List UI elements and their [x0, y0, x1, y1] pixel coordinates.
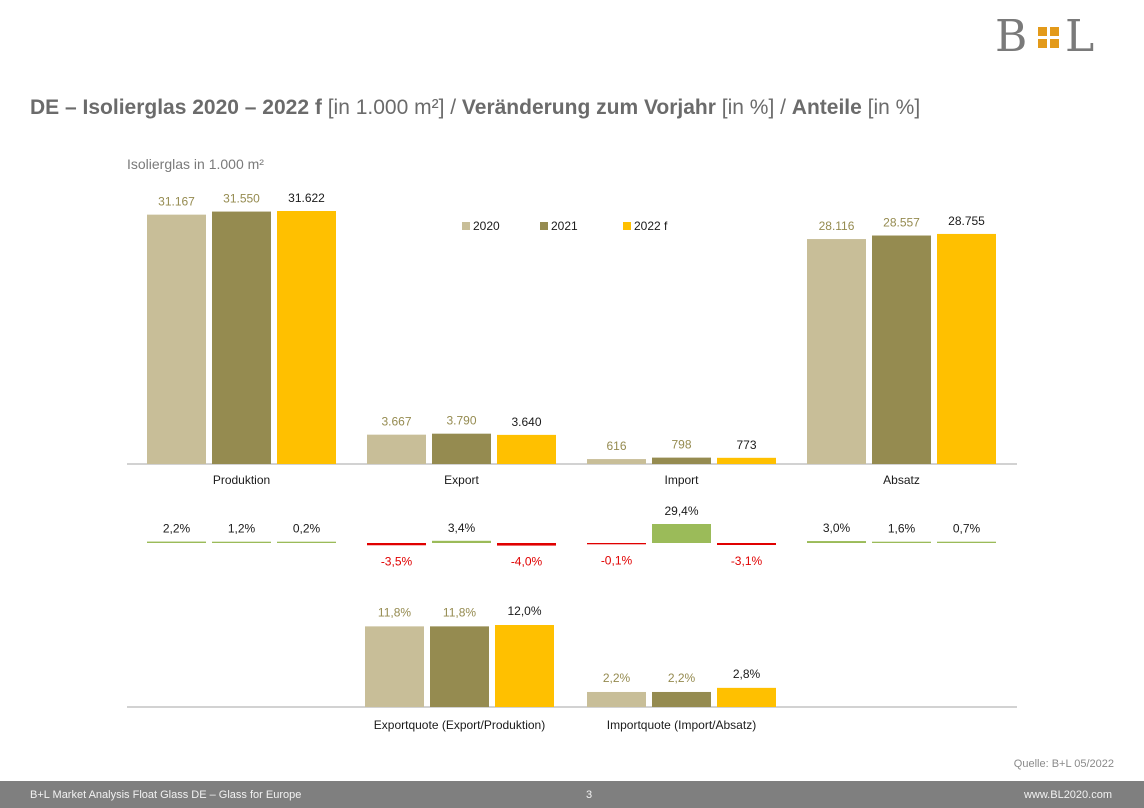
- data-label: 798: [671, 438, 691, 452]
- chart-subtitle: Isolierglas in 1.000 m²: [127, 156, 264, 172]
- change-bar: [367, 543, 426, 546]
- data-label: 28.557: [883, 216, 920, 230]
- data-label: 3.667: [381, 415, 411, 429]
- share-bar: [652, 691, 711, 707]
- footer-bar: B+L Market Analysis Float Glass DE – Gla…: [0, 781, 1144, 808]
- bar-chart: 31.167 3.667 616 28.116 31.550 3.790 798 28.557…: [127, 191, 1017, 732]
- logo-square: [1038, 39, 1047, 48]
- change-label: 3,4%: [448, 521, 476, 535]
- change-bar: [652, 524, 711, 543]
- bar: [212, 211, 271, 464]
- share-label: 12,0%: [507, 604, 541, 618]
- title-main: DE – Isolierglas 2020 – 2022 f: [30, 96, 322, 119]
- bar: [277, 211, 336, 464]
- change-bar: [212, 541, 271, 543]
- change-bar: [587, 543, 646, 545]
- change-bar: [872, 541, 931, 543]
- change-bar: [432, 540, 491, 543]
- legend-label: 2020: [473, 219, 500, 233]
- logo-square: [1050, 27, 1059, 36]
- data-label: 28.755: [948, 214, 985, 228]
- share-category-label: Exportquote (Export/Produktion): [374, 718, 545, 732]
- legend-label: 2021: [551, 219, 578, 233]
- share-label: 2,2%: [603, 671, 631, 685]
- change-label: 3,0%: [823, 521, 851, 535]
- bar: [587, 459, 646, 464]
- share-bar: [717, 687, 776, 707]
- data-label: 3.640: [511, 415, 541, 429]
- change-label: 29,4%: [664, 504, 698, 518]
- footer-left-text: B+L Market Analysis Float Glass DE – Gla…: [30, 789, 302, 801]
- title-unit-1: [in 1.000 m²] /: [321, 96, 462, 119]
- change-label: -3,5%: [381, 554, 413, 568]
- page-title: DE – Isolierglas 2020 – 2022 f [in 1.000…: [30, 96, 920, 120]
- bar: [937, 233, 996, 464]
- change-label: -3,1%: [731, 554, 763, 568]
- bar: [717, 457, 776, 464]
- footer-url: www.BL2020.com: [1023, 789, 1112, 801]
- change-label: -0,1%: [601, 553, 633, 567]
- bar: [497, 434, 556, 464]
- data-label: 616: [606, 439, 626, 453]
- share-bar: [495, 625, 554, 707]
- page-number: 3: [586, 789, 593, 801]
- category-label: Produktion: [213, 473, 270, 487]
- share-bar: [365, 626, 424, 707]
- bar: [432, 433, 491, 464]
- share-label: 2,8%: [733, 667, 761, 681]
- title-shares: Anteile: [791, 96, 862, 119]
- legend-label: 2022 f: [634, 219, 668, 233]
- change-bar: [937, 541, 996, 543]
- change-label: 0,2%: [293, 522, 321, 536]
- title-change: Veränderung zum Vorjahr: [461, 96, 716, 119]
- bar: [147, 214, 206, 464]
- share-label: 2,2%: [668, 671, 696, 685]
- share-label: 11,8%: [443, 605, 476, 619]
- change-label: 0,7%: [953, 522, 981, 536]
- data-label: 773: [736, 438, 756, 452]
- logo-letter-l: L: [1065, 11, 1095, 62]
- change-label: 1,2%: [228, 522, 256, 536]
- share-bar: [587, 691, 646, 707]
- legend-swatch: [462, 222, 470, 230]
- title-unit-2: [in %] /: [715, 96, 792, 119]
- legend-swatch: [540, 222, 548, 230]
- data-label: 28.116: [819, 219, 855, 233]
- change-label: 2,2%: [163, 522, 191, 536]
- title-unit-3: [in %]: [861, 96, 921, 119]
- change-bar: [497, 543, 556, 546]
- bar: [367, 434, 426, 464]
- data-label: 3.790: [446, 414, 476, 428]
- data-label: 31.167: [158, 195, 195, 209]
- category-label: Absatz: [883, 473, 920, 487]
- change-bar: [147, 541, 206, 543]
- company-logo: B L: [995, 14, 1115, 60]
- share-bar: [430, 626, 489, 707]
- share-category-label: Importquote (Import/Absatz): [607, 718, 756, 732]
- change-bar: [277, 541, 336, 543]
- data-label: 31.550: [223, 192, 260, 206]
- bar: [872, 235, 931, 464]
- bar: [807, 239, 866, 464]
- bar: [652, 457, 711, 464]
- category-label: Import: [664, 473, 699, 487]
- change-bar: [717, 543, 776, 546]
- logo-letter-b: B: [995, 11, 1028, 62]
- change-label: 1,6%: [888, 522, 916, 536]
- logo-square: [1038, 27, 1047, 36]
- logo-square: [1050, 39, 1059, 48]
- legend-swatch: [623, 222, 631, 230]
- source-note: Quelle: B+L 05/2022: [1013, 758, 1114, 770]
- data-label: 31.622: [288, 191, 325, 205]
- change-label: -4,0%: [511, 555, 543, 569]
- category-label: Export: [444, 473, 479, 487]
- share-label: 11,8%: [378, 605, 411, 619]
- change-bar: [807, 541, 866, 543]
